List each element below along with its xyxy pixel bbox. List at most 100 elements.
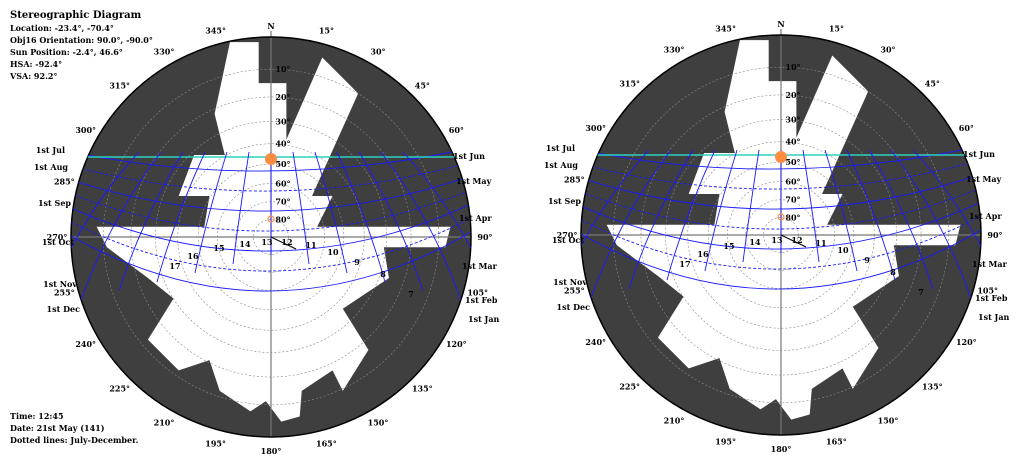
azimuth-label: 45°	[415, 81, 430, 91]
month-label-right: 1st Jun	[963, 149, 995, 159]
visible-sky-region	[96, 42, 451, 422]
sun-path-hour-line	[628, 149, 694, 290]
azimuth-label: 15°	[319, 25, 334, 35]
sun-path-hour-line	[846, 149, 896, 281]
altitude-label: 40°	[275, 139, 290, 149]
azimuth-label: 30°	[370, 47, 385, 57]
azimuth-label: 150°	[878, 415, 899, 425]
orientation-line	[270, 236, 297, 250]
azimuth-label: 315°	[619, 79, 640, 89]
azimuth-label: 225°	[109, 383, 130, 393]
sun-path-hour-line	[742, 149, 760, 263]
month-label-right: 1st Mar	[462, 261, 498, 271]
azimuth-label: 210°	[154, 417, 175, 427]
month-label-left: 1st Oct	[552, 235, 584, 245]
month-label-left: 1st Aug	[544, 160, 579, 170]
month-label-right: 1st Mar	[972, 259, 1008, 269]
month-label-right: 1st May	[966, 174, 1002, 184]
altitude-label: 20°	[785, 90, 800, 100]
sun-path-date-line	[71, 189, 471, 232]
azimuth-label: 180°	[261, 446, 282, 456]
horizon-circle	[580, 34, 982, 436]
orientation-text: Obj16 Orientation: 90.0°, -90.0°	[10, 35, 153, 45]
altitude-label: 50°	[275, 159, 290, 169]
sun-projection-marker	[267, 215, 275, 223]
azimuth-label: 60°	[959, 123, 974, 133]
horizon-circle	[70, 36, 472, 438]
north-label: N	[777, 19, 784, 29]
azimuth-label: 255°	[54, 287, 75, 297]
altitude-label: 10°	[275, 64, 290, 74]
altitude-label: 80°	[785, 213, 800, 223]
azimuth-label: 30°	[880, 45, 895, 55]
hour-label: 12	[791, 235, 802, 245]
month-label-left: 1st Dec	[557, 302, 591, 312]
azimuth-label: 255°	[564, 285, 585, 295]
dotted-lines-note: Dotted lines: July-December.	[10, 435, 139, 445]
hour-label: 17	[169, 261, 180, 271]
altitude-label: 70°	[785, 195, 800, 205]
altitude-label: 70°	[275, 197, 290, 207]
azimuth-label: 270°	[557, 230, 578, 240]
sun-path-hour-line	[912, 149, 981, 308]
hour-label: 8	[380, 269, 386, 279]
orientation-line	[780, 234, 807, 248]
sun-path-hour-line	[890, 149, 972, 299]
sun-path-hour-line	[581, 149, 650, 308]
sun-path-hour-line	[380, 151, 462, 301]
hour-label: 12	[281, 237, 292, 247]
azimuth-label: 165°	[316, 439, 337, 449]
sun-path-hour-line	[336, 151, 386, 283]
sun-path-hour-line	[704, 149, 738, 272]
month-label-right: 1st Apr	[969, 211, 1002, 221]
hour-label: 8	[890, 267, 896, 277]
azimuth-label: 90°	[987, 230, 1002, 240]
location-text: Location: -23.4°, -70.4°	[10, 23, 114, 33]
month-label-right: 1st Apr	[459, 213, 492, 223]
azimuth-label: 300°	[585, 123, 606, 133]
diagram-title: Stereographic Diagram	[10, 10, 142, 21]
hour-label: 14	[239, 239, 251, 249]
azimuth-label: 330°	[664, 45, 685, 55]
sun-projection-marker	[777, 213, 785, 221]
month-label-left: 1st Dec	[47, 304, 81, 314]
azimuth-label: 345°	[715, 23, 736, 33]
azimuth-label: 15°	[829, 23, 844, 33]
hour-label: 10	[837, 245, 849, 255]
month-label-left: 1st Sep	[38, 198, 71, 208]
azimuth-label: 150°	[368, 417, 389, 427]
hsa-text: HSA: -92.4°	[10, 59, 63, 69]
azimuth-label: 285°	[564, 175, 585, 185]
sun-path-date-line	[71, 231, 471, 292]
sun-path-hour-line	[118, 151, 184, 292]
azimuth-label: 195°	[715, 437, 736, 447]
month-label-left: 1st Nov	[43, 279, 77, 289]
time-text: Time: 12:45	[10, 411, 64, 421]
azimuth-label: 330°	[154, 47, 175, 57]
sun-path-hour-line	[80, 151, 162, 301]
altitude-label: 60°	[275, 178, 290, 188]
hour-label: 16	[187, 251, 199, 261]
sun-path-date-line	[581, 187, 981, 230]
hour-label: 16	[697, 249, 709, 259]
azimuth-label: 45°	[925, 79, 940, 89]
sun-path-hour-line	[666, 149, 716, 281]
azimuth-label: 105°	[467, 287, 488, 297]
azimuth-label: 135°	[922, 381, 943, 391]
sun-path-hour-line	[292, 151, 310, 265]
hour-label: 11	[815, 238, 826, 248]
azimuth-label: 345°	[205, 25, 226, 35]
date-text: Date: 21st May (141)	[10, 423, 105, 433]
azimuth-label: 240°	[75, 339, 96, 349]
hour-label: 14	[749, 237, 761, 247]
azimuth-label: 210°	[664, 415, 685, 425]
north-label: N	[267, 21, 274, 31]
azimuth-label: 315°	[109, 81, 130, 91]
altitude-label: 20°	[275, 92, 290, 102]
sun-path-date-line	[581, 215, 981, 270]
azimuth-label: 60°	[449, 125, 464, 135]
sun-path-hour-line	[802, 149, 820, 263]
sun-path-hour-line	[824, 149, 858, 272]
sun-position-marker	[265, 153, 277, 165]
